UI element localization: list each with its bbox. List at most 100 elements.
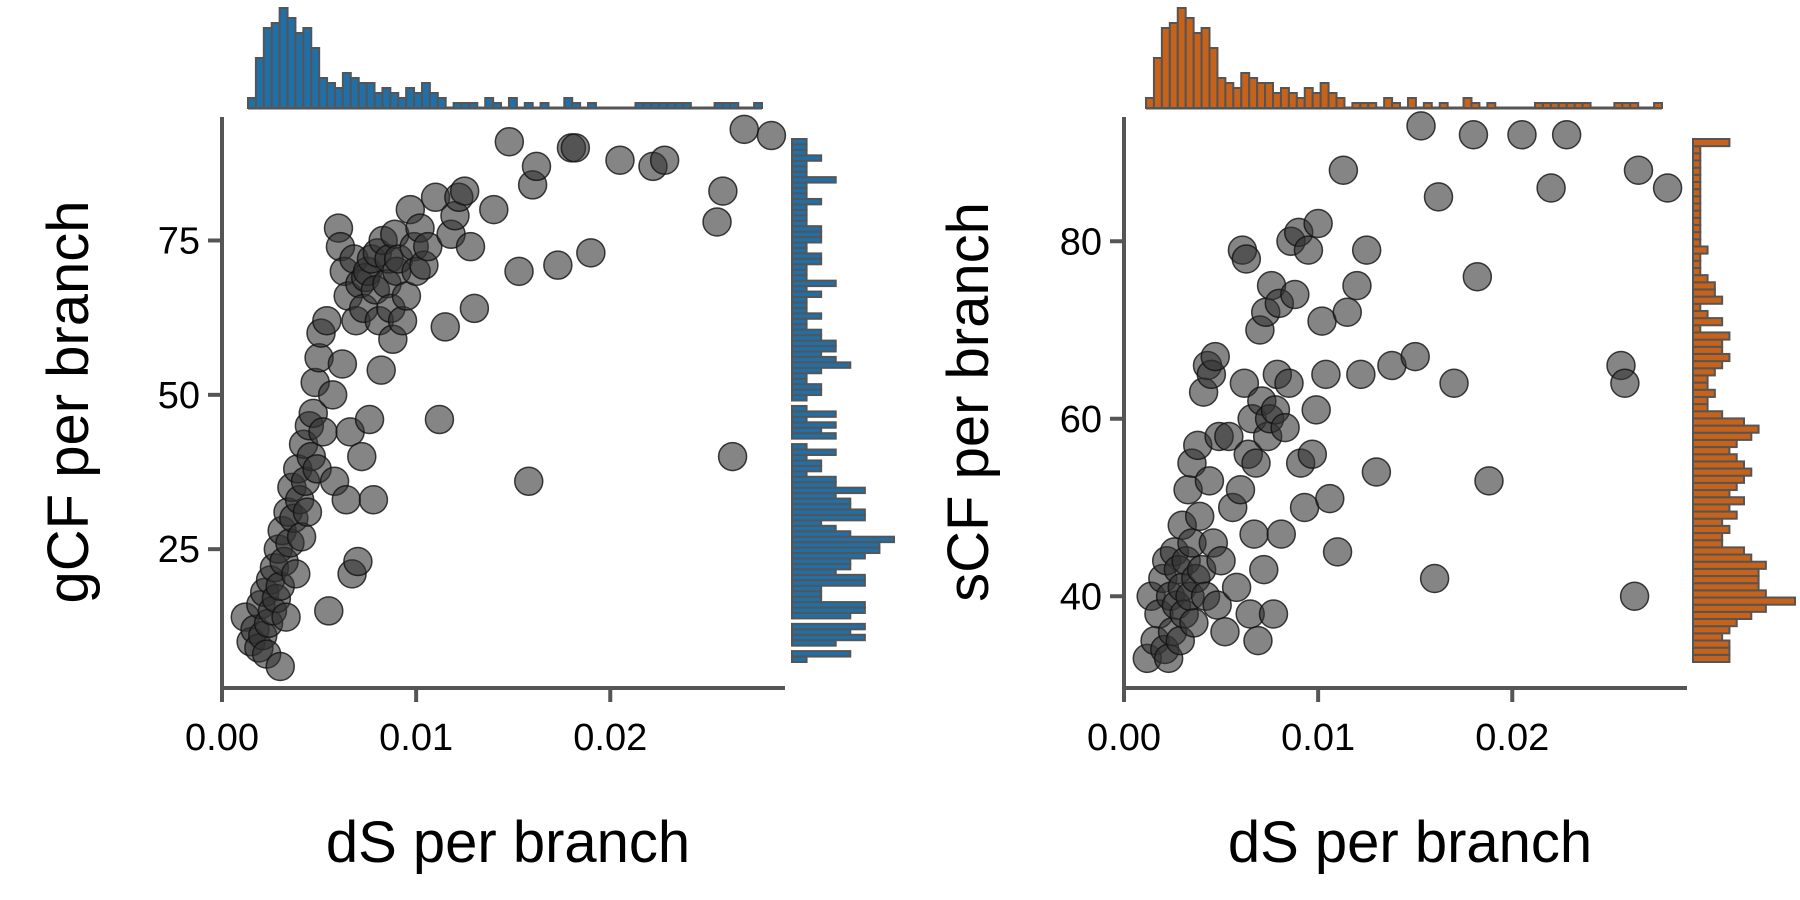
right-hist-bar: [1692, 302, 1702, 312]
panel-gcf: dS per branch gCF per branch 0.00 0.01 0.0…: [36, 7, 895, 875]
right-hist-bar: [1692, 575, 1760, 585]
top-hist-bar: [468, 102, 479, 109]
right-hist-bar: [1692, 367, 1716, 377]
right-hist-bar: [1692, 360, 1724, 370]
top-hist-bar: [721, 102, 732, 109]
top-hist-bar: [563, 97, 574, 109]
right-hist-bar: [1692, 338, 1724, 348]
right-hist-bar: [791, 622, 866, 631]
scatter-point: [1419, 563, 1450, 594]
right-hist-bar: [1692, 503, 1731, 513]
scatter-point: [1619, 581, 1650, 611]
top-hist-bar: [587, 102, 597, 109]
top-hist-bar: [1573, 102, 1584, 109]
scatter-point: [1346, 359, 1376, 390]
right-hist-bar: [1692, 438, 1738, 449]
top-hist-bar: [1200, 27, 1211, 109]
top-hist-bar: [381, 87, 392, 109]
top-hist-bar: [326, 82, 336, 109]
right-hist-bar: [1692, 474, 1745, 484]
scatter-point: [1361, 457, 1392, 487]
top-hist-bar: [571, 102, 582, 109]
scatter-point: [543, 250, 573, 280]
right-hist-bar: [1692, 395, 1709, 406]
scatter-point: [1210, 617, 1240, 647]
scatter-point: [708, 176, 738, 206]
x-axis-title: dS per branch: [326, 810, 690, 875]
right-hist-bar: [1692, 345, 1724, 355]
right-hist-bar: [1692, 374, 1709, 384]
scatter-point: [1462, 262, 1493, 292]
right-hist-bar: [1692, 288, 1716, 298]
right-hist-bar: [791, 410, 837, 418]
top-hist-bar: [539, 102, 550, 109]
top-hist-bar: [1335, 97, 1346, 109]
right-hist-bar: [1692, 517, 1724, 527]
right-hist-bar: [791, 475, 837, 484]
right-hist-bar: [1692, 166, 1702, 176]
scatter-point: [1439, 368, 1469, 398]
scatter-point: [1328, 155, 1359, 185]
top-hist-bar: [1176, 7, 1187, 109]
top-hist-bar: [278, 7, 289, 109]
top-hist-bar: [1462, 97, 1473, 109]
right-hist-bar: [1692, 281, 1716, 291]
top-hist-bar: [523, 102, 534, 109]
top-hist-bar: [389, 92, 400, 109]
top-hist-bar: [1279, 87, 1290, 109]
scatter-point: [1551, 120, 1582, 150]
x-tick-label: 0.02: [1475, 717, 1549, 759]
top-hist-bar: [1557, 102, 1568, 109]
top-hist-bar: [1383, 97, 1394, 109]
scatter-point: [292, 497, 323, 527]
scatter-point: [1536, 173, 1566, 203]
scatter-point: [521, 151, 552, 182]
scatter-point: [513, 466, 544, 497]
scatter-point: [1332, 297, 1363, 327]
right-hist-bar: [791, 138, 808, 146]
top-hist-bar: [1272, 92, 1282, 109]
scatter-point: [756, 120, 787, 151]
top-hist-bar: [333, 87, 344, 109]
scatter-point: [312, 305, 342, 336]
scatter-point: [1239, 519, 1269, 549]
scatter-point: [430, 312, 461, 342]
right-hist-bar: [1692, 424, 1760, 434]
top-hist-bar: [1406, 97, 1417, 109]
scatter-point: [1258, 599, 1289, 629]
top-hist-bar: [1248, 77, 1259, 109]
y-tick-label: 25: [158, 529, 200, 571]
top-hist-bar: [1422, 102, 1433, 109]
scatter-point: [1206, 546, 1236, 576]
right-hist-bar: [1692, 417, 1745, 427]
scatter-point: [717, 441, 748, 472]
scatter-point: [1293, 235, 1324, 265]
scatter-point: [413, 231, 443, 262]
top-hist-bar: [254, 57, 265, 109]
top-hist-bar: [1287, 92, 1298, 109]
right-hist-bar: [1692, 216, 1702, 226]
scatter-point: [1184, 501, 1215, 532]
top-hist-bar: [1541, 102, 1552, 109]
top-hist-bar: [1470, 102, 1481, 109]
right-hist-bar: [1692, 610, 1753, 621]
top-hist-bar: [1549, 102, 1560, 109]
top-hist-bar: [341, 72, 352, 109]
scatter-point: [1225, 475, 1256, 505]
scatter-point: [387, 305, 418, 336]
right-hist-bar: [1692, 510, 1738, 520]
scatter-point: [358, 485, 389, 515]
right-hist-bar: [1692, 209, 1702, 219]
top-hist-bar: [642, 102, 653, 109]
scatter-point: [1474, 466, 1504, 496]
top-hist-bar: [1319, 82, 1330, 109]
right-hist-bar: [1692, 546, 1745, 556]
right-hist-bar: [1692, 223, 1702, 234]
top-hist-bar: [1533, 102, 1544, 109]
scatter-point: [281, 559, 311, 589]
scatter-point: [308, 417, 338, 447]
top-hist-bar: [674, 102, 684, 109]
scatter-point: [459, 293, 490, 324]
top-hist-bar: [1311, 92, 1322, 109]
scatter-point: [327, 349, 358, 379]
